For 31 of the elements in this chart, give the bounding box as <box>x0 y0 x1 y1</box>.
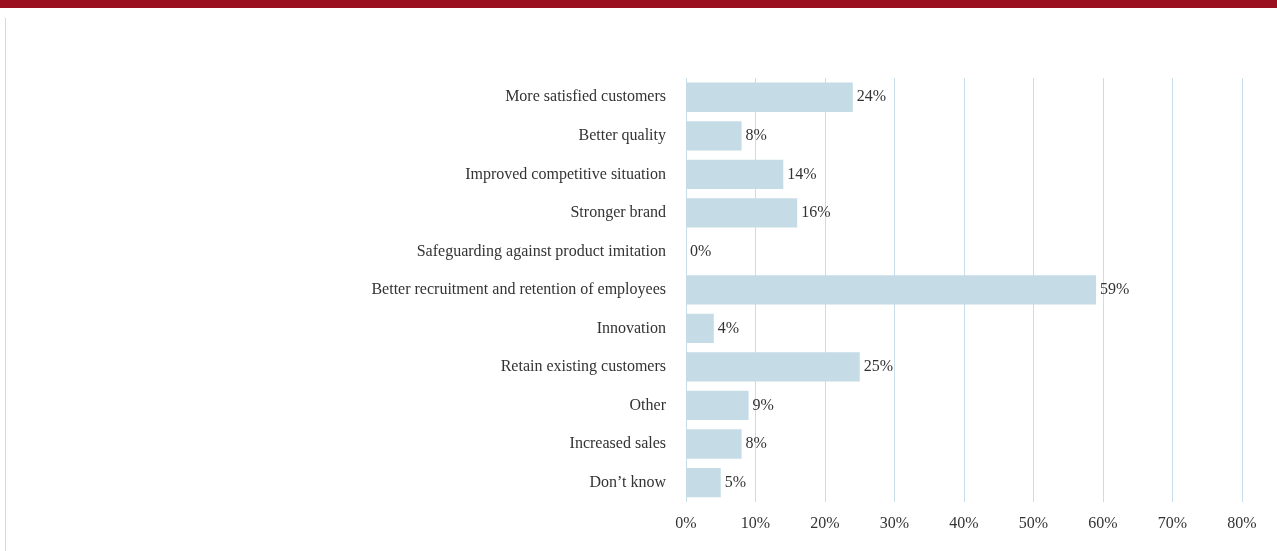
data-label: 59% <box>1100 280 1130 298</box>
y-tick-label: Innovation <box>596 318 666 336</box>
y-tick-label: Increased sales <box>569 434 666 452</box>
data-label: 8% <box>745 434 767 452</box>
y-tick-label: Stronger brand <box>570 203 666 222</box>
x-tick-label: 10% <box>740 513 771 531</box>
data-label: 5% <box>724 472 747 490</box>
x-tick-label: 30% <box>879 513 910 531</box>
data-label: 14% <box>787 164 817 182</box>
y-tick-label: Better quality <box>578 125 666 144</box>
data-label: 25% <box>863 357 894 375</box>
data-label: 4% <box>717 318 740 336</box>
data-label: 16% <box>801 203 831 221</box>
x-tick-label: 0% <box>675 513 697 531</box>
y-tick-label: Other <box>629 395 667 413</box>
data-label: 0% <box>690 241 712 259</box>
y-tick-label: Better recruitment and retention of employees <box>371 280 666 299</box>
x-tick-label: 20% <box>810 513 840 531</box>
data-label: 8% <box>745 125 767 143</box>
y-tick-label: More satisfied customers <box>505 87 666 105</box>
y-tick-label: Retain existing customers <box>500 357 666 376</box>
data-label: 24% <box>856 87 887 105</box>
x-tick-label: 50% <box>1018 513 1049 531</box>
y-tick-label: Safeguarding against product imitation <box>416 241 666 260</box>
x-tick-label: 80% <box>1227 513 1257 531</box>
y-tick-label: Don’t know <box>589 472 667 490</box>
data-label: 9% <box>752 395 774 413</box>
x-tick-label: 70% <box>1157 513 1188 531</box>
x-tick-label: 40% <box>949 513 979 531</box>
x-tick-label: 60% <box>1088 513 1118 531</box>
y-tick-label: Improved competitive situation <box>465 164 666 183</box>
